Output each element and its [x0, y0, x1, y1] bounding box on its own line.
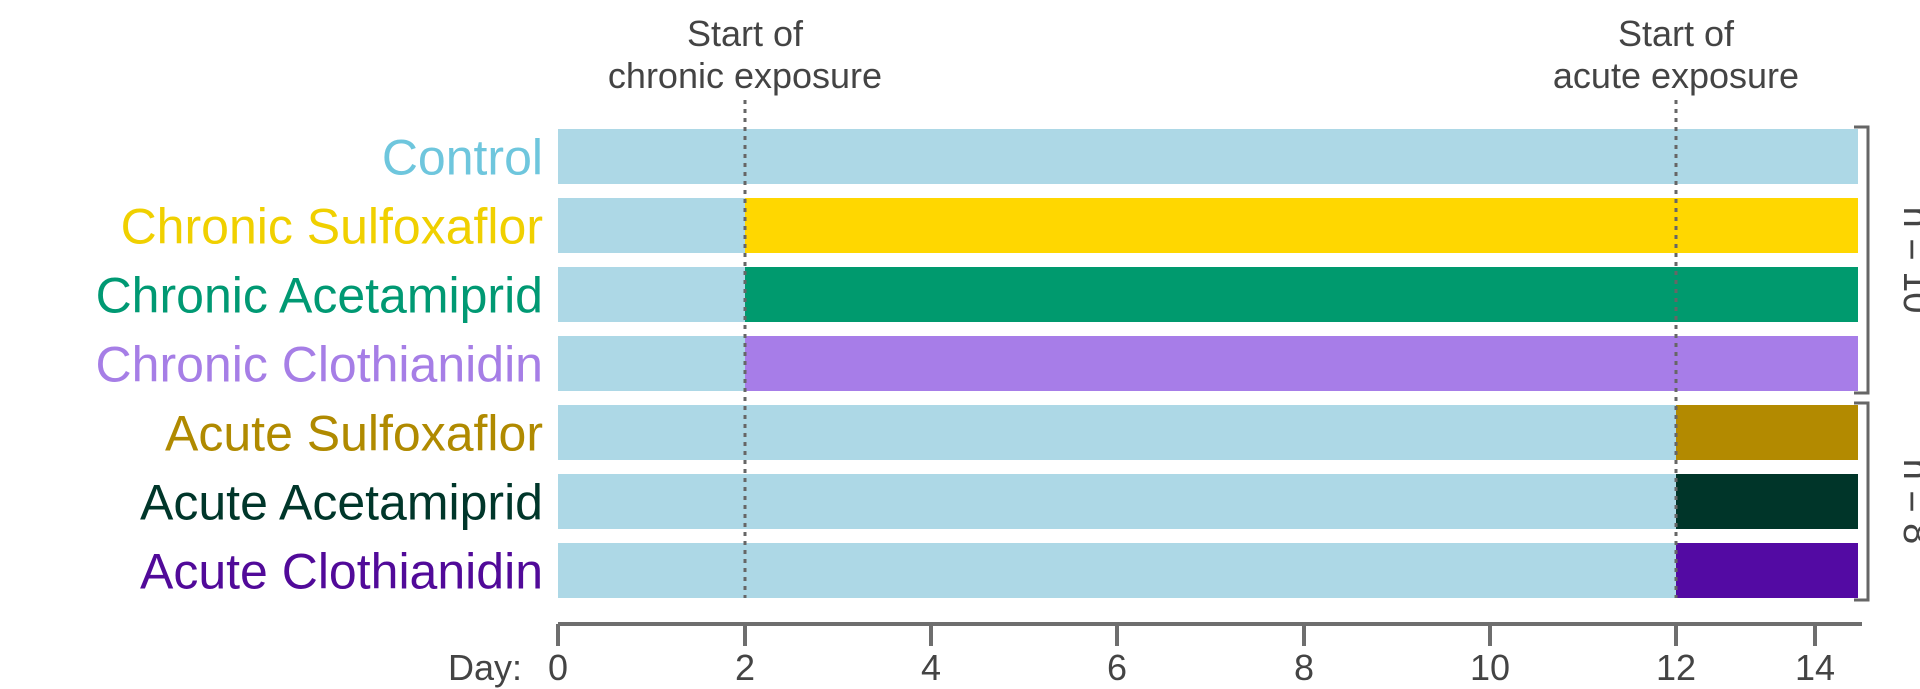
group-bracket-1 — [1854, 401, 1870, 602]
row-label-chronic-sulfoxaflor: Chronic Sulfoxaflor — [121, 199, 543, 255]
row-label-chronic-acetamiprid: Chronic Acetamiprid — [96, 268, 543, 324]
marker-label-0-line2: chronic exposure — [608, 55, 882, 96]
bar-segment-acute-sulfoxaflor-1 — [1676, 405, 1858, 460]
bar-segment-chronic-sulfoxaflor-0 — [558, 198, 745, 253]
bar-segment-chronic-acetamiprid-0 — [558, 267, 745, 322]
bar-segment-chronic-clothianidin-0 — [558, 336, 745, 391]
x-tick-label-14: 14 — [1795, 647, 1835, 688]
x-tick-label-12: 12 — [1656, 647, 1696, 688]
bar-segment-chronic-acetamiprid-1 — [745, 267, 1858, 322]
group-label-1: n = 8 — [1895, 459, 1920, 545]
marker-label-1-line1: Start of — [1618, 13, 1735, 54]
bar-segment-acute-clothianidin-1 — [1676, 543, 1858, 598]
row-label-control: Control — [382, 130, 543, 186]
bar-segment-acute-acetamiprid-1 — [1676, 474, 1858, 529]
bar-segment-acute-acetamiprid-0 — [558, 474, 1676, 529]
bar-segment-chronic-clothianidin-1 — [745, 336, 1858, 391]
row-label-acute-acetamiprid: Acute Acetamiprid — [140, 475, 543, 531]
x-tick-label-8: 8 — [1294, 647, 1314, 688]
x-tick-label-6: 6 — [1107, 647, 1127, 688]
bar-segment-acute-sulfoxaflor-0 — [558, 405, 1676, 460]
x-tick-label-2: 2 — [735, 647, 755, 688]
x-tick-label-10: 10 — [1470, 647, 1510, 688]
group-label-0: n = 10 — [1895, 207, 1920, 314]
bar-segment-control-0 — [558, 129, 1858, 184]
x-tick-label-4: 4 — [921, 647, 941, 688]
row-label-acute-sulfoxaflor: Acute Sulfoxaflor — [165, 406, 543, 462]
marker-label-0-line1: Start of — [687, 13, 804, 54]
bar-segment-chronic-sulfoxaflor-1 — [745, 198, 1858, 253]
bar-segment-acute-clothianidin-0 — [558, 543, 1676, 598]
row-label-acute-clothianidin: Acute Clothianidin — [140, 544, 543, 600]
x-tick-label-0: 0 — [548, 647, 568, 688]
marker-label-1-line2: acute exposure — [1553, 55, 1799, 96]
group-bracket-0 — [1854, 125, 1870, 395]
x-axis-label: Day: — [448, 647, 522, 688]
row-label-chronic-clothianidin: Chronic Clothianidin — [96, 337, 543, 393]
